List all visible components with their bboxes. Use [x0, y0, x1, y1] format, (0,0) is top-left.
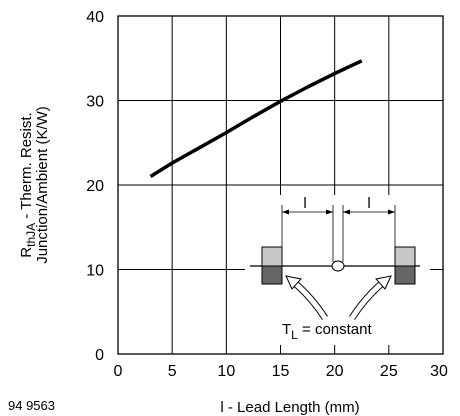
y-tick-label: 40 [86, 9, 104, 26]
y-tick-label: 30 [86, 94, 104, 111]
tl-sub: L [291, 328, 298, 342]
curved-arrow-right-head [375, 275, 392, 290]
x-tick-label: 0 [114, 363, 123, 380]
x-axis-title: l - Lead Length (mm) [220, 399, 359, 416]
tl-main: T [282, 321, 291, 338]
series-group [149, 59, 363, 178]
left-block-top [261, 246, 283, 267]
x-tick-label: 30 [430, 363, 448, 380]
y-tick-label: 10 [86, 263, 104, 280]
right-block-bottom [394, 265, 416, 285]
dimension-arrow-right-a [343, 209, 350, 215]
y-axis-title-line1: RthJA - Therm. Resist. [18, 112, 38, 257]
series-line [149, 59, 363, 178]
x-tick-label: 10 [217, 363, 235, 380]
figure-id: 94 9563 [8, 398, 55, 413]
y-tick-label: 0 [95, 347, 104, 364]
dimension-arrow-right-b [388, 209, 395, 215]
y-axis-title-rest: - Therm. Resist. [18, 112, 35, 223]
y-axis-title-line2: Junction/Ambient (K/W) [34, 106, 51, 264]
inset-diagram: l l TL = constant [245, 195, 430, 345]
tl-constant-label: TL = constant [282, 321, 372, 342]
y-axis-title-sub: thJA [24, 223, 38, 247]
dimension-arrow-left-a [282, 209, 289, 215]
x-tick-label: 5 [168, 363, 177, 380]
diode-body [331, 260, 345, 272]
right-block-top [394, 246, 416, 267]
dimension-arrow-left-b [326, 209, 333, 215]
curved-arrow-left-head [285, 275, 302, 290]
x-tick-label: 25 [380, 363, 398, 380]
left-block-bottom [261, 265, 283, 285]
y-axis-title-main: R [18, 247, 35, 258]
tl-rest: = constant [298, 321, 373, 338]
x-tick-label: 20 [326, 363, 344, 380]
tick-labels: 0 5 10 15 20 25 30 0 10 20 30 40 [86, 9, 448, 380]
x-tick-label: 15 [272, 363, 290, 380]
dimension-label-right: l [367, 195, 370, 212]
y-tick-label: 20 [86, 178, 104, 195]
plot-frame [117, 15, 444, 355]
dimension-label-left: l [303, 195, 306, 212]
